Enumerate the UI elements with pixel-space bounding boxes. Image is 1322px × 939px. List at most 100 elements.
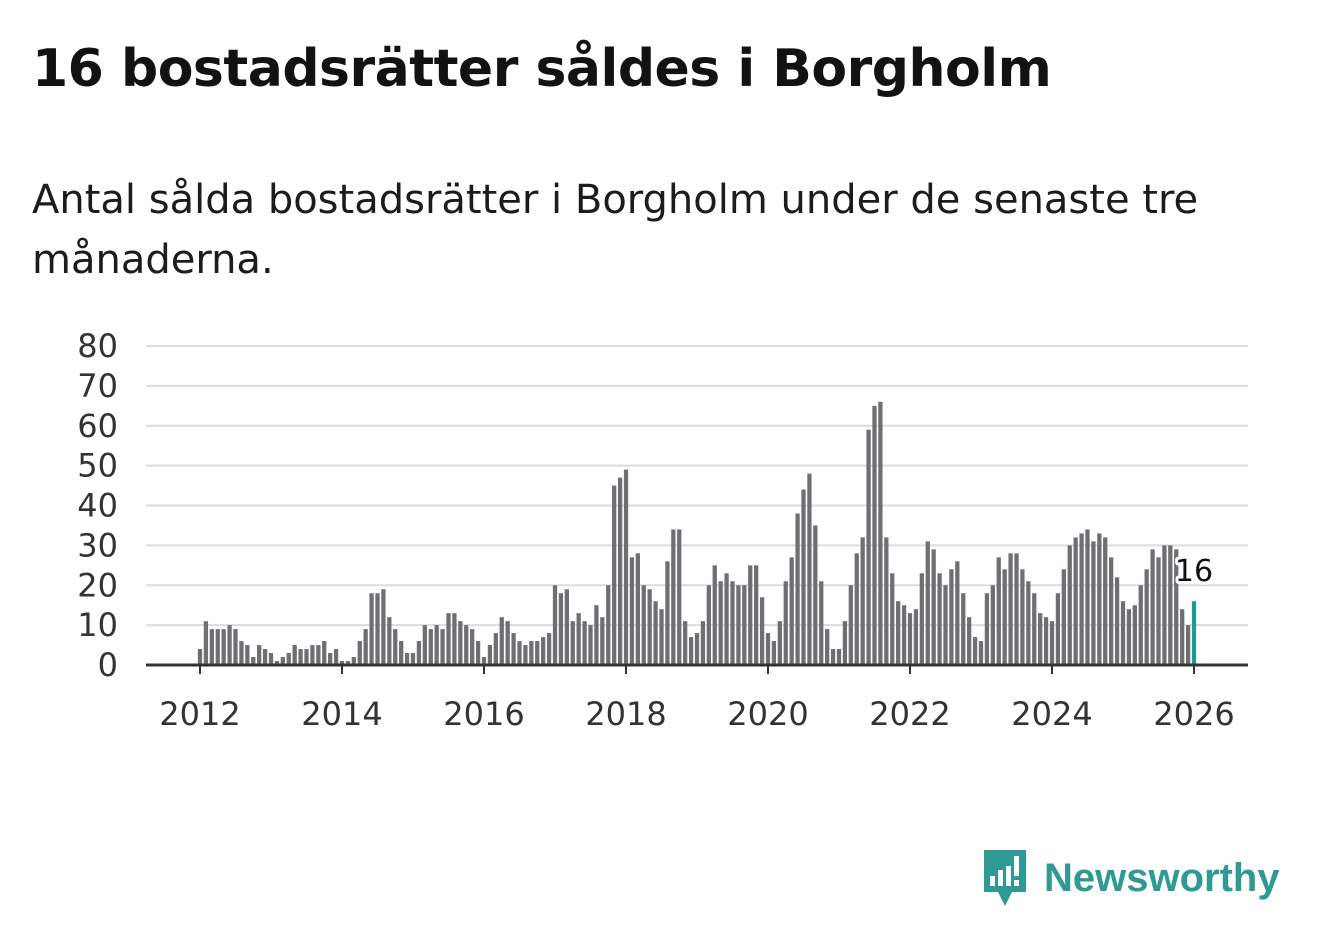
- bar: [943, 585, 948, 665]
- chart-subtitle: Antal sålda bostadsrätter i Borgholm und…: [32, 177, 1199, 283]
- bar: [907, 613, 913, 665]
- bar: [623, 469, 629, 665]
- x-tick-label: 2020: [727, 695, 808, 733]
- y-tick-label: 30: [77, 526, 118, 564]
- bar: [742, 585, 747, 665]
- bar: [901, 605, 907, 665]
- bar: [759, 597, 765, 665]
- bar: [475, 641, 481, 665]
- bar: [617, 477, 623, 665]
- bar: [1008, 553, 1013, 665]
- y-tick-label: 20: [77, 566, 118, 604]
- bar: [771, 641, 777, 665]
- bar: [458, 621, 463, 665]
- bar: [511, 633, 516, 665]
- bar: [1162, 545, 1167, 666]
- bar: [694, 633, 700, 665]
- bar: [765, 633, 771, 665]
- bar: [1168, 545, 1173, 666]
- y-tick-label: 80: [77, 327, 118, 365]
- bar: [227, 625, 232, 666]
- bar: [931, 549, 936, 665]
- bar: [671, 529, 676, 665]
- bar: [688, 637, 694, 665]
- y-tick-label: 10: [77, 606, 118, 644]
- bar: [925, 541, 930, 665]
- bar: [1026, 581, 1031, 665]
- bar: [1103, 537, 1108, 665]
- bar: [1114, 577, 1120, 665]
- bar: [1144, 569, 1149, 665]
- bar: [404, 653, 410, 665]
- bar: [996, 557, 1001, 665]
- bar: [1049, 621, 1055, 665]
- bar: [795, 513, 800, 665]
- bar: [937, 573, 942, 665]
- bar: [576, 613, 581, 665]
- bar: [866, 429, 871, 665]
- bar: [801, 489, 806, 665]
- bar: [322, 641, 327, 665]
- bar: [594, 605, 599, 665]
- bar: [783, 581, 788, 665]
- bar: [535, 641, 540, 665]
- bar: [1085, 529, 1090, 665]
- newsworthy-logo-icon: [984, 850, 1026, 906]
- chart-title: 16 bostadsrätter såldes i Borgholm: [32, 39, 1052, 99]
- bar: [564, 589, 569, 665]
- bar: [949, 569, 954, 665]
- bar: [629, 557, 635, 665]
- bar: [1150, 549, 1155, 665]
- y-tick-label: 70: [77, 367, 118, 405]
- bar: [375, 593, 380, 665]
- bar: [848, 585, 853, 665]
- bar: [1061, 569, 1066, 665]
- bar: [328, 653, 333, 665]
- bar: [280, 657, 285, 665]
- bar: [541, 637, 546, 665]
- bar: [251, 657, 256, 665]
- bar: [813, 525, 818, 665]
- x-axis: 2012 2014 2016 2018 2020 2022 2024 2026: [159, 665, 1235, 733]
- bar: [268, 653, 274, 665]
- bar: [428, 629, 433, 665]
- bar: [1014, 553, 1019, 665]
- bar: [736, 585, 741, 665]
- bar: [884, 537, 889, 665]
- bar: [481, 657, 487, 665]
- bar: [825, 629, 830, 665]
- bar: [552, 585, 558, 665]
- highlight-label: 16: [1175, 554, 1213, 589]
- bar: [955, 561, 960, 665]
- bar: [286, 653, 291, 665]
- bar: [1020, 569, 1025, 665]
- bar: [990, 585, 995, 665]
- bar: [221, 629, 226, 665]
- y-tick-label: 60: [77, 407, 118, 445]
- y-tick-label: 40: [77, 487, 118, 525]
- bar: [1185, 625, 1191, 666]
- bar: [470, 629, 475, 665]
- bar: [612, 485, 617, 665]
- x-tick-label: 2022: [869, 695, 950, 733]
- bar: [316, 645, 321, 665]
- bar: [878, 401, 883, 665]
- bar: [582, 621, 587, 665]
- bar: [1109, 557, 1114, 665]
- bar: [706, 585, 711, 665]
- y-tick-label: 0: [98, 646, 118, 684]
- bar: [777, 621, 782, 665]
- bar: [464, 625, 469, 666]
- bar: [718, 581, 723, 665]
- bar: [523, 645, 528, 665]
- bar: [978, 641, 984, 665]
- bar: [754, 565, 759, 665]
- bar: [984, 593, 990, 665]
- bar: [1055, 593, 1061, 665]
- bar: [635, 553, 640, 665]
- bar: [1097, 533, 1102, 665]
- bar: [333, 649, 339, 665]
- bar: [529, 641, 534, 665]
- bar: [197, 649, 203, 665]
